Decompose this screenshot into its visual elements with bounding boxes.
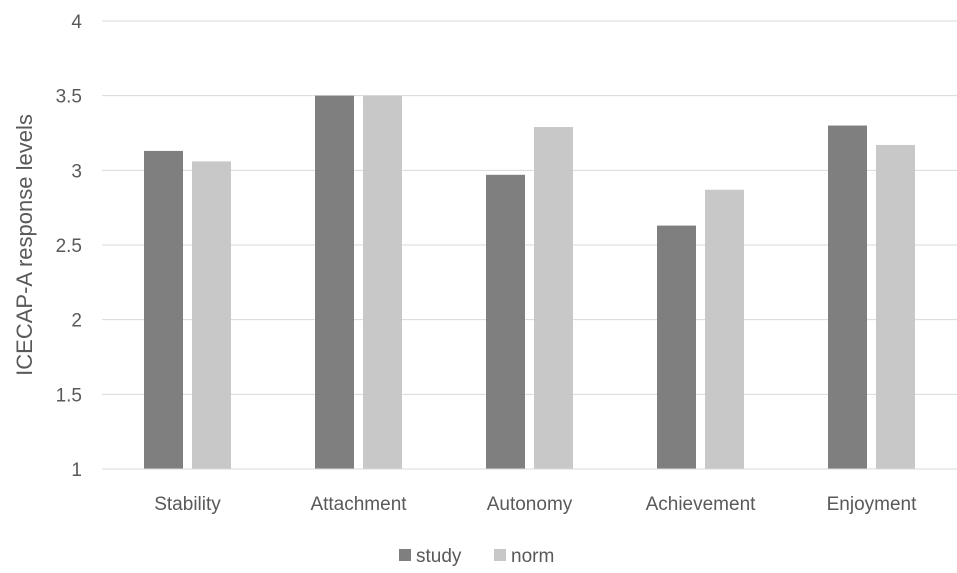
y-tick-label: 2 [71,311,82,332]
y-tick-label: 1.5 [56,385,82,406]
legend: study norm [399,546,554,567]
bar-norm-stability [192,161,231,469]
legend-swatch-study [399,549,411,561]
x-axis-category-labels: Stability Attachment Autonomy Achievement En… [154,494,917,515]
bars [144,95,915,470]
x-tick-label: Autonomy [487,494,573,515]
x-tick-label: Stability [154,494,221,515]
y-tick-label: 3 [71,161,82,182]
y-axis-tick-labels: 1 1.5 2 2.5 3 3.5 4 [56,12,83,481]
gridlines [102,20,957,395]
bar-norm-attachment [363,95,402,470]
bar-study-autonomy [486,174,525,469]
bar-study-enjoyment [828,125,867,470]
y-tick-label: 1 [71,460,82,481]
x-tick-label: Achievement [646,494,757,515]
bar-norm-enjoyment [876,144,915,470]
bar-study-attachment [315,95,354,470]
legend-label-norm: norm [511,546,554,567]
y-tick-label: 4 [71,12,82,33]
y-axis-title: ICECAP-A response levels [12,114,37,376]
legend-swatch-norm [494,549,506,561]
bar-norm-autonomy [534,127,573,469]
bar-study-stability [144,150,183,470]
bar-study-achievement [657,225,696,469]
x-tick-label: Enjoyment [827,494,917,515]
y-tick-label: 3.5 [56,87,82,108]
bar-norm-achievement [705,189,744,469]
legend-label-study: study [416,546,462,567]
x-tick-label: Attachment [310,494,407,515]
y-tick-label: 2.5 [56,236,82,257]
